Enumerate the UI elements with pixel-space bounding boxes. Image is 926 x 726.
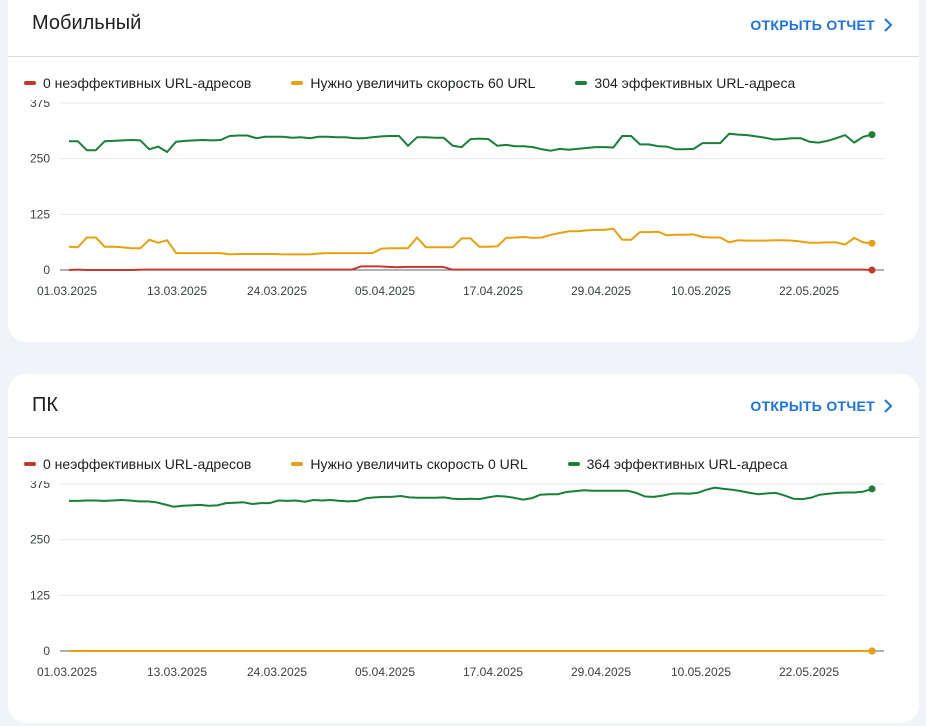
series-line [69,486,873,508]
chevron-right-icon [884,18,893,32]
y-tick-label: 250 [30,533,50,547]
series-end-point [868,485,876,493]
legend: 0 неэффективных URL-адресов Нужно увелич… [24,73,835,93]
x-tick-label: 24.03.2025 [247,665,307,679]
pc-card: ПК ОТКРЫТЬ ОТЧЕТ 0 неэффективных URL-адр… [8,374,919,723]
open-report-button[interactable]: ОТКРЫТЬ ОТЧЕТ [750,17,893,33]
y-tick-label: 0 [43,263,50,277]
pc-line-chart: 375 250 125 0 01.03.2025 13.03.2025 24.03.2025… [30,481,884,679]
legend-swatch [575,81,588,85]
series-line [69,132,873,153]
legend: 0 неэффективных URL-адресов Нужно увелич… [24,454,827,474]
x-tick-label: 10.05.2025 [671,665,731,679]
legend-item-good[interactable]: 304 эффективных URL-адреса [575,73,795,93]
chevron-right-icon [884,399,893,413]
y-tick-label: 0 [43,644,50,658]
y-tick-label: 125 [30,588,50,602]
x-tick-label: 05.04.2025 [355,284,415,298]
pc-card-header: ПК ОТКРЫТЬ ОТЧЕТ [8,374,919,438]
x-tick-label: 05.04.2025 [355,665,415,679]
mobile-card: Мобильный ОТКРЫТЬ ОТЧЕТ 0 неэффективных … [8,0,919,342]
x-tick-label: 01.03.2025 [37,665,97,679]
legend-swatch [567,462,580,466]
y-tick-label: 375 [30,481,50,491]
open-report-label: ОТКРЫТЬ ОТЧЕТ [750,398,875,414]
x-tick-label: 10.05.2025 [671,284,731,298]
x-tick-label: 29.04.2025 [571,284,631,298]
card-title: ПК [32,394,59,416]
legend-label: 364 эффективных URL-адреса [586,456,788,472]
legend-label: 0 неэффективных URL-адресов [43,75,252,91]
open-report-button[interactable]: ОТКРЫТЬ ОТЧЕТ [750,398,893,414]
x-tick-label: 24.03.2025 [247,284,307,298]
legend-swatch [291,462,304,466]
legend-label: 0 неэффективных URL-адресов [43,456,252,472]
x-tick-label: 17.04.2025 [463,665,523,679]
x-tick-label: 29.04.2025 [571,665,631,679]
open-report-label: ОТКРЫТЬ ОТЧЕТ [750,17,875,33]
x-tick-label: 17.04.2025 [463,284,523,298]
legend-swatch [291,81,304,85]
mobile-line-chart: 375 250 125 0 01.03.2025 13.03.2025 24.03.2025… [30,100,884,298]
x-tick-label: 13.03.2025 [147,284,207,298]
legend-item-good[interactable]: 364 эффективных URL-адреса [567,454,788,474]
x-tick-label: 01.03.2025 [37,284,97,298]
y-tick-label: 250 [30,152,50,166]
legend-label: 304 эффективных URL-адреса [594,75,796,91]
series-end-point [868,266,876,274]
legend-item-poor[interactable]: 0 неэффективных URL-адресов [24,73,251,93]
legend-swatch [24,462,36,466]
legend-item-needs-improvement[interactable]: Нужно увеличить скорость 60 URL [291,73,535,93]
card-title: Мобильный [32,12,142,34]
series-end-point [868,131,876,139]
series-line [68,265,873,271]
series-line [68,227,873,256]
legend-item-poor[interactable]: 0 неэффективных URL-адресов [24,454,251,474]
series-end-point [868,239,876,247]
legend-item-needs-improvement[interactable]: Нужно увеличить скорость 0 URL [291,454,528,474]
x-tick-label: 22.05.2025 [779,284,839,298]
legend-label: Нужно увеличить скорость 0 URL [310,456,528,472]
legend-label: Нужно увеличить скорость 60 URL [310,75,536,91]
y-tick-label: 125 [30,207,50,221]
x-tick-label: 13.03.2025 [147,665,207,679]
legend-swatch [24,81,36,85]
series-end-point [868,647,876,655]
y-tick-label: 375 [30,100,50,110]
x-tick-label: 22.05.2025 [779,665,839,679]
mobile-card-header: Мобильный ОТКРЫТЬ ОТЧЕТ [8,0,919,57]
